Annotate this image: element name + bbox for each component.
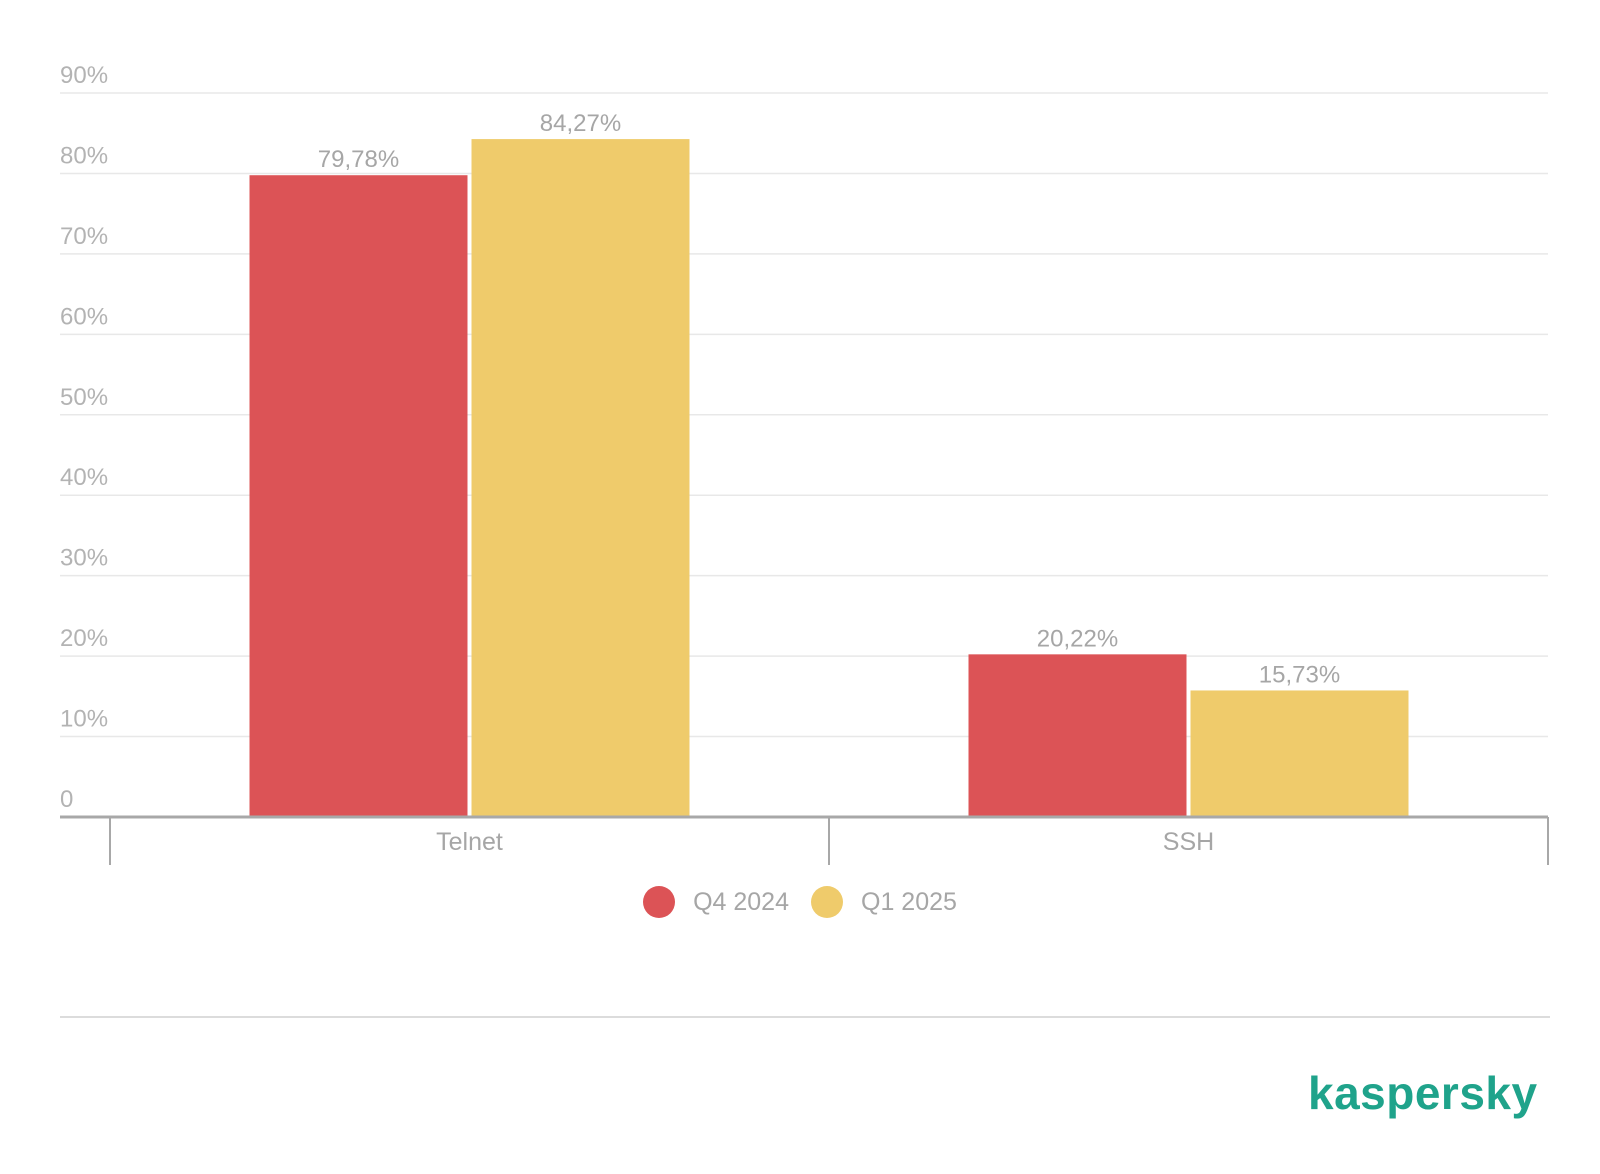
legend-label: Q4 2024 [693,887,789,916]
data-label: 84,27% [540,110,621,137]
data-label: 15,73% [1259,661,1340,688]
bar-telnet-q4-2024 [249,175,468,817]
y-tick-label: 90% [60,62,108,89]
data-labels: 79,78% 84,27% 20,22% 15,73% [318,110,1340,688]
x-axis: Telnet SSH [60,815,1549,865]
legend-label: Q1 2025 [861,887,957,916]
y-tick-label: 50% [60,384,108,411]
x-category-label: SSH [1163,828,1214,856]
y-tick-label: 10% [60,706,108,733]
y-tick-label: 20% [60,625,108,652]
bar-ssh-q1-2025 [1190,690,1409,817]
legend-item: Q1 2025 [811,886,957,918]
legend-swatch [811,886,843,918]
legend: Q4 2024 Q1 2025 [0,886,1600,918]
bar-telnet-q1-2025 [471,139,690,817]
data-label: 79,78% [318,146,399,173]
y-tick-label: 40% [60,464,108,491]
y-tick-label: 0 [60,786,73,813]
footer-divider [60,1016,1550,1018]
kaspersky-logo: kaspersky [1308,1067,1538,1119]
bars [249,139,1409,817]
legend-item: Q4 2024 [643,886,789,918]
data-label: 20,22% [1037,625,1118,652]
y-tick-label: 60% [60,303,108,330]
y-tick-label: 70% [60,223,108,250]
y-tick-label: 30% [60,545,108,572]
bar-ssh-q4-2024 [968,654,1187,817]
y-axis-ticks: 0 10% 20% 30% 40% 50% 60% 70% 80% 90% [60,62,108,813]
y-tick-label: 80% [60,142,108,169]
legend-swatch [643,886,676,918]
x-category-label: Telnet [436,828,503,856]
